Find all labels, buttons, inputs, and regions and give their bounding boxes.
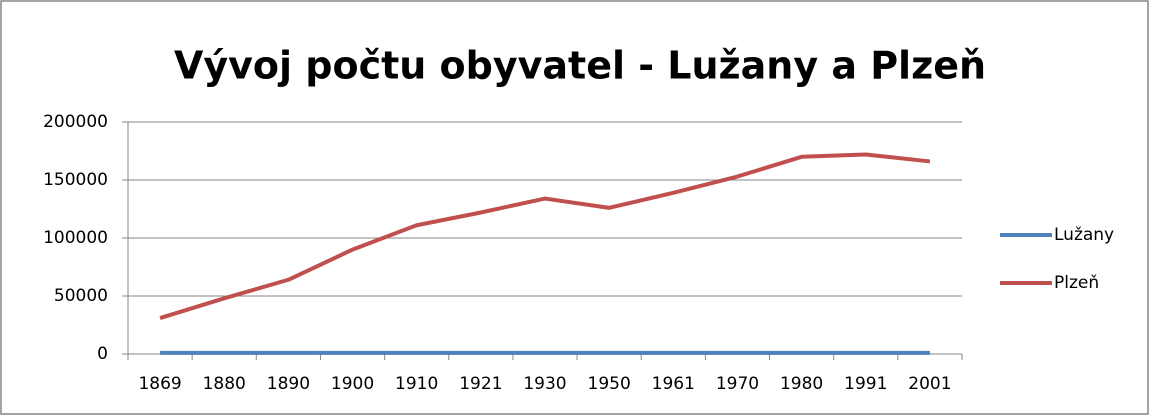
x-tick-label: 1921: [459, 374, 502, 394]
legend-label: Lužany: [1054, 225, 1114, 245]
y-tick-label: 150000: [43, 170, 108, 190]
x-tick-label: 2001: [908, 374, 951, 394]
x-tick-label: 1930: [523, 374, 566, 394]
line-series: [159, 152, 931, 320]
y-tick-label: 100000: [43, 228, 108, 248]
y-tick-label: 0: [97, 344, 108, 364]
legend-label: Plzeň: [1054, 273, 1099, 293]
y-tick-label: 200000: [43, 112, 108, 132]
x-tick-label: 1950: [588, 374, 631, 394]
x-tick-label: 1980: [780, 374, 823, 394]
x-tick-label: 1910: [395, 374, 438, 394]
x-tick-label: 1991: [844, 374, 887, 394]
y-tick-label: 50000: [54, 286, 108, 306]
x-tick-label: 1880: [203, 374, 246, 394]
chart-title: Vývoj počtu obyvatel - Lužany a Plzeň: [174, 44, 986, 88]
x-tick-label: 1970: [716, 374, 759, 394]
x-tick-label: 1900: [331, 374, 374, 394]
x-tick-label: 1961: [652, 374, 695, 394]
x-tick-label: 1869: [138, 374, 181, 394]
x-tick-label: 1890: [267, 374, 310, 394]
